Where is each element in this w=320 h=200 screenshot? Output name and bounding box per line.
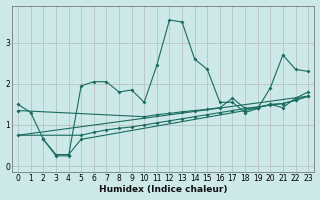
X-axis label: Humidex (Indice chaleur): Humidex (Indice chaleur) bbox=[99, 185, 228, 194]
